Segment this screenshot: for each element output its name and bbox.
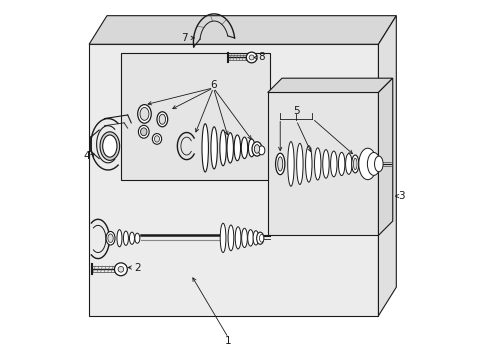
Ellipse shape: [108, 234, 113, 243]
Ellipse shape: [202, 124, 208, 172]
Ellipse shape: [157, 112, 167, 127]
Text: 6: 6: [210, 80, 216, 90]
Ellipse shape: [247, 230, 253, 246]
Ellipse shape: [366, 153, 380, 175]
Ellipse shape: [258, 146, 264, 155]
Polygon shape: [267, 78, 392, 93]
Ellipse shape: [154, 136, 159, 142]
Ellipse shape: [345, 154, 351, 174]
Ellipse shape: [129, 232, 134, 244]
Ellipse shape: [220, 223, 225, 252]
Ellipse shape: [259, 234, 263, 242]
Polygon shape: [89, 44, 378, 316]
Ellipse shape: [296, 143, 303, 184]
Ellipse shape: [254, 145, 259, 153]
Text: 2: 2: [134, 262, 141, 273]
Ellipse shape: [277, 157, 282, 171]
Circle shape: [114, 263, 127, 276]
Ellipse shape: [241, 137, 247, 158]
Text: 3: 3: [398, 191, 404, 201]
Ellipse shape: [226, 133, 233, 163]
Text: 1: 1: [224, 337, 231, 346]
Ellipse shape: [305, 146, 311, 182]
Ellipse shape: [253, 231, 258, 245]
Text: 5: 5: [292, 107, 299, 116]
Ellipse shape: [140, 108, 149, 120]
Polygon shape: [378, 78, 392, 235]
Ellipse shape: [106, 231, 115, 245]
Ellipse shape: [353, 158, 356, 170]
Polygon shape: [89, 16, 395, 44]
Ellipse shape: [123, 231, 128, 246]
Ellipse shape: [358, 148, 376, 180]
Ellipse shape: [138, 125, 149, 138]
Ellipse shape: [152, 134, 162, 144]
Ellipse shape: [256, 232, 263, 244]
Ellipse shape: [314, 148, 320, 180]
Ellipse shape: [210, 127, 217, 169]
Ellipse shape: [351, 155, 358, 173]
Ellipse shape: [338, 152, 344, 176]
Ellipse shape: [234, 135, 240, 161]
Ellipse shape: [135, 233, 140, 243]
Ellipse shape: [117, 230, 122, 247]
Ellipse shape: [374, 156, 382, 172]
Ellipse shape: [322, 150, 328, 178]
Circle shape: [246, 52, 257, 63]
Ellipse shape: [330, 151, 336, 177]
Ellipse shape: [287, 141, 294, 186]
Ellipse shape: [241, 228, 247, 248]
Ellipse shape: [140, 128, 147, 136]
Text: 4: 4: [83, 151, 90, 161]
Text: 7: 7: [181, 33, 187, 43]
Ellipse shape: [159, 114, 165, 124]
Bar: [121, 53, 269, 180]
Polygon shape: [378, 16, 395, 316]
Text: 8: 8: [258, 53, 264, 63]
Ellipse shape: [102, 135, 117, 157]
Ellipse shape: [251, 142, 262, 156]
Circle shape: [248, 55, 254, 60]
Polygon shape: [267, 93, 378, 235]
Ellipse shape: [235, 227, 241, 249]
Ellipse shape: [220, 130, 226, 166]
Ellipse shape: [100, 132, 120, 160]
Ellipse shape: [227, 225, 233, 251]
Ellipse shape: [275, 153, 285, 175]
Circle shape: [118, 266, 123, 272]
Ellipse shape: [138, 105, 151, 123]
Ellipse shape: [248, 139, 254, 157]
